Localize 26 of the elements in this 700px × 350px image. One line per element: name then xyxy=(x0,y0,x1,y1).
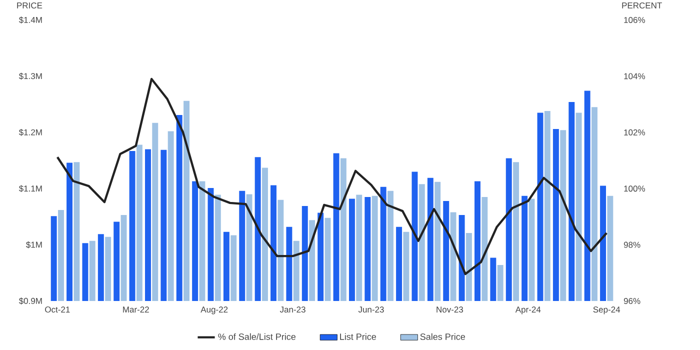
legend-label: Sales Price xyxy=(420,333,465,340)
x-tick-label: Sep-24 xyxy=(593,306,620,314)
y2-tick-label: 98% xyxy=(624,242,640,248)
y2-tick-label: 106% xyxy=(624,16,645,23)
y2-tick-label: 100% xyxy=(624,186,645,192)
y-tick-label: $1.4M xyxy=(18,16,42,24)
y2-tick-label: 96% xyxy=(624,298,640,304)
legend-label: % of Sale/List Price xyxy=(218,333,296,340)
y2-tick-label: 104% xyxy=(624,73,645,80)
line-series xyxy=(56,78,608,276)
y-tick-label: $1.1M xyxy=(18,185,42,192)
x-tick-label: Oct-21 xyxy=(45,306,70,313)
x-tick-label: Jun-23 xyxy=(358,306,384,313)
y-tick-label: $0.9M xyxy=(18,298,42,304)
y-tick-label: $1M xyxy=(26,241,42,248)
x-tick-label: Mar-22 xyxy=(123,306,149,313)
x-tick-label: Apr-24 xyxy=(515,306,541,314)
x-tick-label: Nov-23 xyxy=(436,306,464,313)
x-tick-label: Jan-23 xyxy=(280,306,306,313)
y-axis-title: PRICE xyxy=(17,2,42,8)
legend-label: List Price xyxy=(340,333,376,340)
x-tick-label: Aug-22 xyxy=(200,306,228,314)
y2-axis-title: PERCENT xyxy=(622,2,662,8)
y-tick-label: $1.2M xyxy=(18,128,42,136)
y2-tick-label: 102% xyxy=(624,129,645,136)
y-tick-label: $1.3M xyxy=(18,72,42,80)
